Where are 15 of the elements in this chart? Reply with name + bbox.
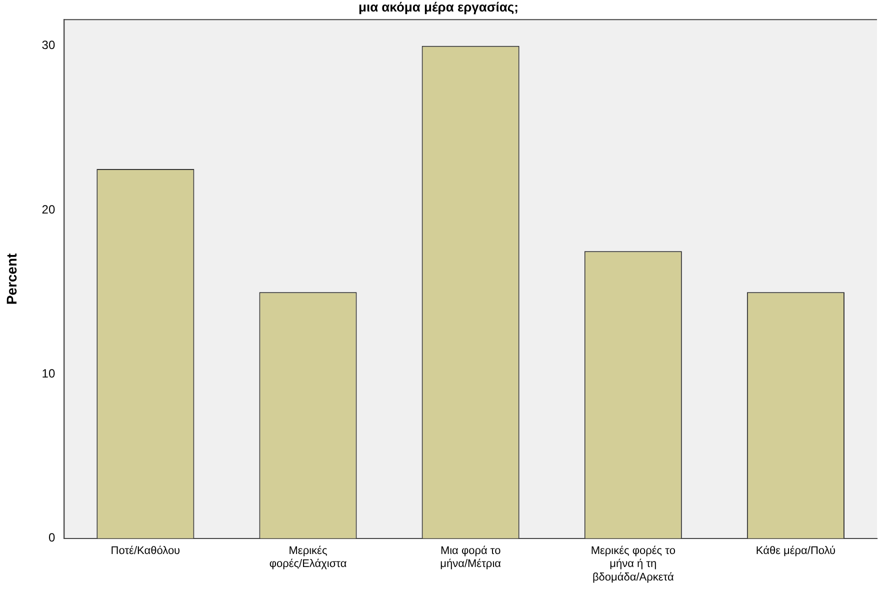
category-label: Μερικές φορές το	[590, 545, 676, 558]
category-label: Ποτέ/Καθόλου	[110, 545, 180, 558]
category-label: μήνα ή τη	[610, 558, 657, 570]
y-tick-label: 30	[42, 38, 56, 52]
category-label: Μερικές	[288, 545, 328, 558]
category-label: βδομάδα/Αρκετά	[592, 571, 674, 584]
category-label: φορές/Ελάχιστα	[269, 558, 347, 570]
category-label: μήνα/Μέτρια	[440, 558, 501, 570]
y-tick-label: 10	[42, 366, 56, 381]
y-axis-title: Percent	[3, 252, 20, 305]
category-label: Κάθε μέρα/Πολύ	[756, 545, 836, 558]
y-tick-label: 0	[48, 530, 56, 545]
chart-title: μια ακόμα μέρα εργασίας;	[358, 0, 518, 14]
y-tick-label: 20	[42, 202, 56, 216]
category-label: Μια φορά το	[440, 545, 501, 558]
